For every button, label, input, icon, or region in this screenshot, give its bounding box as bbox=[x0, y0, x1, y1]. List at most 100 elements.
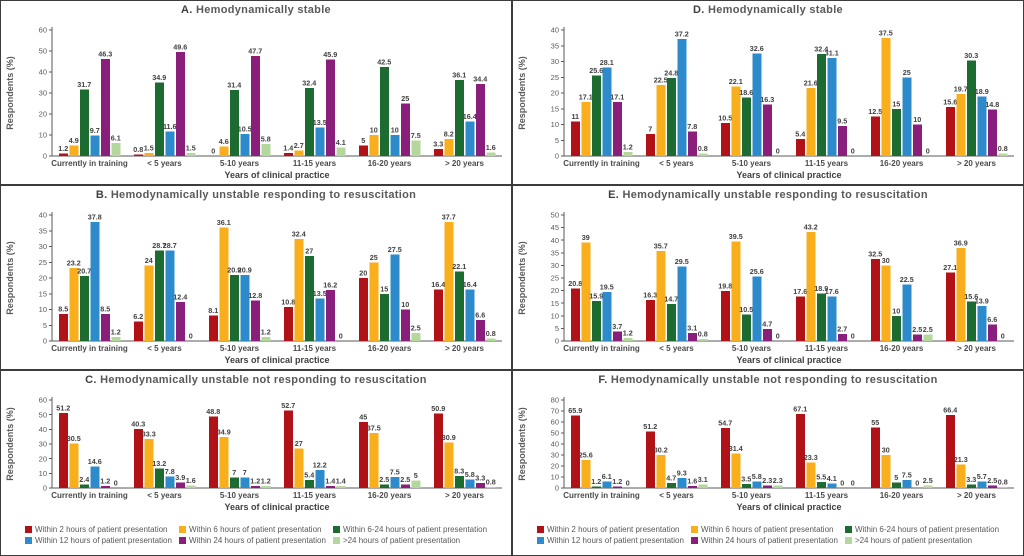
bar bbox=[656, 251, 666, 341]
bar bbox=[90, 221, 100, 341]
legend-item: Within 6-24 hours of patient presentatio… bbox=[844, 525, 1000, 534]
value-label: 35.7 bbox=[654, 242, 668, 251]
category-label: < 5 years bbox=[147, 491, 182, 500]
value-label: 32.5 bbox=[868, 250, 882, 259]
y-tick-label: 35 bbox=[551, 41, 559, 50]
value-label: 10.8 bbox=[281, 297, 295, 306]
bar bbox=[486, 338, 496, 341]
bar bbox=[741, 314, 751, 341]
y-axis-title: Respondents (%) bbox=[5, 407, 15, 481]
panel-e-title-text: Hemodynamically unstable responding to r… bbox=[622, 189, 928, 201]
bar bbox=[400, 309, 410, 341]
category-label: 11-15 years bbox=[805, 491, 849, 500]
value-label: 17.6 bbox=[793, 287, 807, 296]
legend-swatch-icon bbox=[24, 537, 32, 544]
bar bbox=[698, 338, 708, 341]
y-tick-label: 30 bbox=[39, 242, 47, 251]
legend-item: Within 24 hours of patient presentation bbox=[178, 536, 326, 545]
category-label: < 5 years bbox=[659, 491, 694, 500]
bar bbox=[58, 412, 68, 488]
panel-c-letter: C. bbox=[85, 374, 97, 386]
bar bbox=[687, 131, 697, 156]
bar bbox=[762, 485, 772, 488]
bar bbox=[687, 333, 697, 341]
category-label: 16-20 years bbox=[368, 159, 412, 168]
y-tick-label: 35 bbox=[551, 248, 559, 257]
bar bbox=[454, 475, 464, 488]
bar bbox=[666, 77, 676, 156]
legend-label: Within 12 hours of patient presentation bbox=[34, 536, 172, 545]
y-tick-label: 15 bbox=[39, 289, 47, 298]
bar bbox=[336, 147, 346, 156]
bar bbox=[591, 75, 601, 156]
bar bbox=[977, 305, 987, 341]
panel-c: C. Hemodynamically unstable not respondi… bbox=[0, 370, 512, 556]
bar bbox=[752, 481, 762, 488]
y-tick-label: 20 bbox=[39, 274, 47, 283]
category-label: 11-15 years bbox=[293, 491, 337, 500]
bar bbox=[283, 410, 293, 488]
value-label: 4.7 bbox=[762, 320, 772, 329]
panel-c-title-text: Hemodynamically unstable not responding … bbox=[100, 374, 427, 386]
legend-swatch-icon bbox=[332, 526, 340, 533]
value-label: 3.5 bbox=[741, 475, 751, 484]
bar bbox=[369, 135, 379, 156]
bar bbox=[881, 455, 891, 488]
bar bbox=[369, 433, 379, 488]
bar bbox=[612, 486, 622, 488]
bar bbox=[870, 259, 880, 341]
bar bbox=[165, 476, 175, 488]
value-label: 6.6 bbox=[987, 315, 997, 324]
legend-swatch-icon bbox=[536, 526, 544, 533]
value-label: 20.8 bbox=[568, 279, 582, 288]
value-label: 27 bbox=[295, 439, 303, 448]
bar bbox=[837, 334, 847, 341]
value-label: 5.8 bbox=[261, 134, 271, 143]
bar bbox=[623, 152, 633, 156]
bar bbox=[133, 428, 143, 488]
value-label: 30.5 bbox=[67, 434, 81, 443]
value-label: 30 bbox=[882, 446, 890, 455]
bar bbox=[666, 482, 676, 488]
bar bbox=[186, 152, 196, 156]
bar bbox=[570, 121, 580, 156]
x-axis-title: Years of clinical practice bbox=[736, 170, 841, 180]
bar bbox=[69, 443, 79, 488]
bar bbox=[208, 315, 218, 341]
value-label: 4.1 bbox=[827, 474, 837, 483]
bar bbox=[100, 314, 110, 341]
bar bbox=[977, 96, 987, 156]
bar bbox=[656, 454, 666, 488]
bar bbox=[902, 284, 912, 341]
legend-label: Within 24 hours of patient presentation bbox=[188, 536, 326, 545]
bar bbox=[881, 265, 891, 341]
bar bbox=[250, 486, 260, 488]
value-label: 32.4 bbox=[814, 44, 828, 53]
bar bbox=[283, 153, 293, 156]
category-label: < 5 years bbox=[147, 159, 182, 168]
value-label: 31.4 bbox=[729, 444, 743, 453]
bar bbox=[795, 414, 805, 488]
bar bbox=[570, 415, 580, 488]
bar bbox=[612, 102, 622, 156]
value-label: 19.5 bbox=[600, 282, 614, 291]
bar bbox=[144, 265, 154, 341]
legend-label: Within 6-24 hours of patient presentatio… bbox=[854, 525, 1000, 534]
bar bbox=[379, 293, 389, 341]
bar bbox=[666, 303, 676, 341]
bar bbox=[154, 82, 164, 156]
value-label: 0 bbox=[851, 479, 855, 488]
bar bbox=[677, 477, 687, 488]
bar bbox=[444, 442, 454, 488]
bar bbox=[902, 479, 912, 488]
value-label: 5.8 bbox=[752, 472, 762, 481]
value-label: 17.1 bbox=[610, 93, 624, 102]
bar bbox=[358, 278, 368, 341]
bar bbox=[79, 484, 89, 488]
y-tick-label: 5 bbox=[555, 136, 559, 145]
bar bbox=[144, 152, 154, 156]
value-label: 5.7 bbox=[977, 472, 987, 481]
bar bbox=[720, 122, 730, 156]
value-label: 3.7 bbox=[612, 322, 622, 331]
y-tick-label: 60 bbox=[39, 26, 47, 35]
